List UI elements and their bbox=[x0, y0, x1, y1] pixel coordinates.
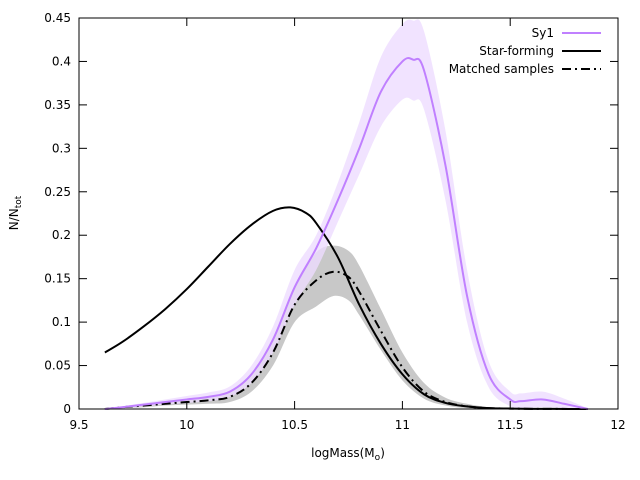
x-axis-ticks: 9.5 10 10.5 11 11.5 12 bbox=[69, 18, 626, 432]
y-tick-label: 0.3 bbox=[52, 141, 71, 155]
band-0 bbox=[104, 19, 588, 410]
series-line-0 bbox=[104, 57, 589, 410]
x-tick-label: 12 bbox=[610, 418, 625, 432]
x-tick-label: 11 bbox=[395, 418, 410, 432]
y-tick-label: 0.05 bbox=[44, 359, 71, 373]
y-axis-label: N/Ntot bbox=[7, 195, 24, 230]
plot-frame bbox=[78, 17, 619, 410]
y-tick-label: 0.45 bbox=[44, 11, 71, 25]
y-axis-ticks: 0 0.05 0.1 0.15 0.2 0.25 0.3 0.35 0.4 0.45 bbox=[44, 11, 618, 416]
y-tick-label: 0.2 bbox=[52, 228, 71, 242]
legend-label: Matched samples bbox=[449, 62, 554, 76]
y-tick-label: 0.25 bbox=[44, 185, 71, 199]
x-axis-label: logMass(Mo) bbox=[311, 446, 385, 463]
y-tick-label: 0 bbox=[63, 402, 71, 416]
legend-label: Sy1 bbox=[532, 26, 554, 40]
band-2 bbox=[104, 245, 588, 410]
y-tick-label: 0.4 bbox=[52, 54, 71, 68]
confidence-bands bbox=[104, 19, 588, 410]
legend-label: Star-forming bbox=[479, 44, 554, 58]
x-tick-label: 9.5 bbox=[69, 418, 88, 432]
y-tick-label: 0.35 bbox=[44, 98, 71, 112]
series-lines bbox=[104, 57, 589, 410]
x-tick-label: 10.5 bbox=[281, 418, 308, 432]
y-tick-label: 0.15 bbox=[44, 272, 71, 286]
legend: Sy1 Star-forming Matched samples bbox=[449, 26, 601, 76]
x-tick-label: 11.5 bbox=[497, 418, 524, 432]
x-tick-label: 10 bbox=[179, 418, 194, 432]
series-line-1 bbox=[104, 206, 588, 410]
y-tick-label: 0.1 bbox=[52, 315, 71, 329]
